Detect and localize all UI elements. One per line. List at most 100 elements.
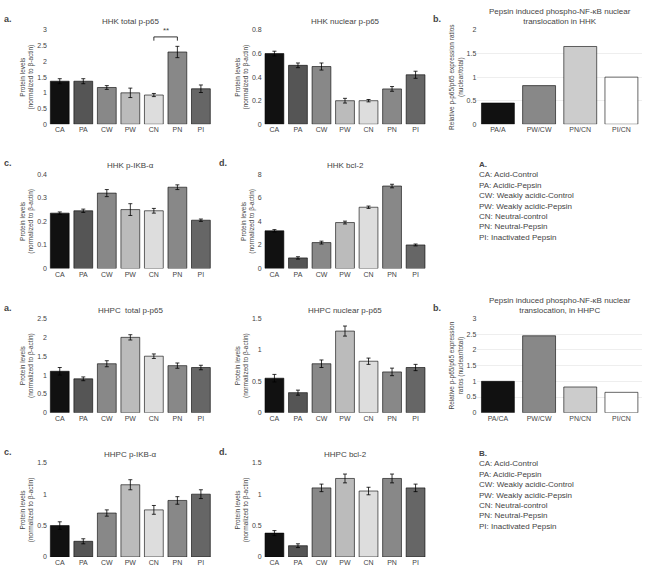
svg-text:Protein levels(normalized to β: Protein levels(normalized to β-actin): [19, 333, 35, 398]
svg-text:0: 0: [43, 553, 47, 560]
svg-text:1: 1: [43, 89, 47, 96]
svg-text:CA: CA: [55, 415, 65, 422]
svg-text:d.: d.: [219, 158, 227, 168]
svg-text:PI/CN: PI/CN: [612, 415, 631, 422]
svg-text:CN: CN: [149, 271, 159, 278]
svg-text:PW: PW: [125, 415, 137, 422]
svg-text:2: 2: [472, 26, 476, 33]
svg-text:PW: PW: [339, 271, 351, 278]
svg-text:PA: PA: [294, 126, 303, 133]
svg-text:HHPC bcl-2: HHPC bcl-2: [324, 450, 367, 459]
svg-text:PI: PI: [412, 559, 419, 566]
svg-text:HHPC nuclear p-p65: HHPC nuclear p-p65: [308, 306, 382, 315]
svg-text:PN/CN: PN/CN: [569, 415, 591, 422]
svg-text:Pepsin induced phospho-NF-κB n: Pepsin induced phospho-NF-κB nucleartran…: [489, 7, 631, 26]
svg-text:PI: PI: [412, 415, 419, 422]
svg-text:0.2: 0.2: [37, 218, 47, 225]
svg-text:c.: c.: [4, 158, 12, 168]
svg-text:CA: CA: [270, 126, 280, 133]
svg-text:CA: CA: [55, 126, 65, 133]
svg-text:1.5: 1.5: [252, 315, 262, 322]
svg-text:PI: PI: [198, 126, 205, 133]
svg-text:PN: PN: [173, 559, 183, 566]
svg-text:PW: PW: [339, 559, 351, 566]
svg-text:HHPC total p-p65: HHPC total p-p65: [98, 306, 163, 315]
svg-text:Relative p-p65/p65 expression: Relative p-p65/p65 expression ratios(nuc…: [448, 24, 464, 130]
svg-text:0.3: 0.3: [37, 194, 47, 201]
svg-text:CN: CN: [149, 126, 159, 133]
svg-text:CW: CW: [101, 415, 113, 422]
svg-text:0: 0: [258, 553, 262, 560]
svg-text:CW: CW: [316, 415, 328, 422]
svg-text:2.5: 2.5: [37, 42, 47, 49]
svg-text:PN: PN: [387, 415, 397, 422]
svg-text:CW: CW: [316, 271, 328, 278]
svg-text:0: 0: [258, 409, 262, 416]
svg-text:0.4: 0.4: [252, 74, 262, 81]
svg-text:4: 4: [258, 218, 262, 225]
svg-text:2.5: 2.5: [467, 331, 477, 338]
svg-text:PW: PW: [339, 126, 351, 133]
svg-text:HHK total p-p65: HHK total p-p65: [102, 17, 159, 26]
svg-text:8: 8: [258, 171, 262, 178]
svg-text:1: 1: [43, 491, 47, 498]
svg-text:Relative p-p65/p65 expressionr: Relative p-p65/p65 expressionratios (nuc…: [448, 321, 464, 409]
svg-text:PW/CW: PW/CW: [527, 415, 552, 422]
svg-text:PW/CW: PW/CW: [527, 126, 552, 133]
svg-text:0.2: 0.2: [252, 97, 262, 104]
svg-text:PA/A: PA/A: [490, 126, 506, 133]
svg-text:1.5: 1.5: [37, 74, 47, 81]
svg-text:CW: CW: [316, 126, 328, 133]
svg-text:A.CA: Acid-ControlPA: Acidic-P: A.CA: Acid-ControlPA: Acidic-PepsinCW: W…: [479, 160, 574, 242]
svg-text:1: 1: [472, 378, 476, 385]
svg-text:CN: CN: [149, 559, 159, 566]
svg-text:0: 0: [258, 265, 262, 272]
svg-text:PI: PI: [412, 126, 419, 133]
svg-text:0.6: 0.6: [252, 50, 262, 57]
svg-text:CA: CA: [55, 271, 65, 278]
svg-text:PN: PN: [387, 126, 397, 133]
svg-text:Protein levels(normalized to β: Protein levels(normalized to β-actin): [240, 189, 256, 254]
svg-text:0: 0: [472, 409, 476, 416]
svg-text:CN: CN: [363, 271, 373, 278]
svg-text:PW: PW: [125, 559, 137, 566]
svg-text:1.5: 1.5: [37, 459, 47, 466]
svg-text:**: **: [163, 26, 169, 35]
svg-text:PI/CN: PI/CN: [612, 126, 631, 133]
svg-text:PI: PI: [198, 559, 205, 566]
svg-text:PI: PI: [412, 271, 419, 278]
svg-text:PA: PA: [79, 126, 88, 133]
svg-text:PW: PW: [125, 126, 137, 133]
svg-text:PA: PA: [79, 559, 88, 566]
svg-text:PI: PI: [198, 415, 205, 422]
svg-text:0.5: 0.5: [252, 522, 262, 529]
svg-text:PI: PI: [198, 271, 205, 278]
svg-text:PW: PW: [339, 415, 351, 422]
svg-text:1.5: 1.5: [252, 459, 262, 466]
svg-text:2: 2: [472, 346, 476, 353]
svg-text:0: 0: [43, 265, 47, 272]
svg-text:0.4: 0.4: [37, 171, 47, 178]
svg-text:3: 3: [472, 315, 476, 322]
svg-text:0.5: 0.5: [467, 393, 477, 400]
svg-text:PA: PA: [294, 559, 303, 566]
svg-text:Protein levels(normalized to β: Protein levels(normalized to β-actin): [234, 477, 250, 542]
svg-text:c.: c.: [4, 447, 12, 457]
svg-text:3: 3: [43, 26, 47, 33]
svg-text:0.8: 0.8: [252, 26, 262, 33]
svg-text:Protein levels(normalized to β: Protein levels(normalized to β-actin): [19, 477, 35, 542]
svg-text:0.5: 0.5: [37, 105, 47, 112]
svg-text:0: 0: [472, 121, 476, 128]
svg-text:PN: PN: [173, 415, 183, 422]
svg-text:HHPC p-IKB-α: HHPC p-IKB-α: [104, 450, 157, 459]
svg-text:0: 0: [258, 121, 262, 128]
svg-text:CA: CA: [270, 271, 280, 278]
svg-text:Protein levels(normalized to β: Protein levels(normalized to β-actin): [19, 189, 35, 254]
svg-text:Protein levels(normalized to β: Protein levels(normalized to β-actin): [19, 45, 35, 110]
svg-text:2: 2: [43, 334, 47, 341]
svg-text:CA: CA: [270, 415, 280, 422]
svg-text:CN: CN: [363, 415, 373, 422]
svg-text:PW: PW: [125, 271, 137, 278]
svg-text:CA: CA: [270, 559, 280, 566]
svg-text:HHK bcl-2: HHK bcl-2: [327, 161, 364, 170]
